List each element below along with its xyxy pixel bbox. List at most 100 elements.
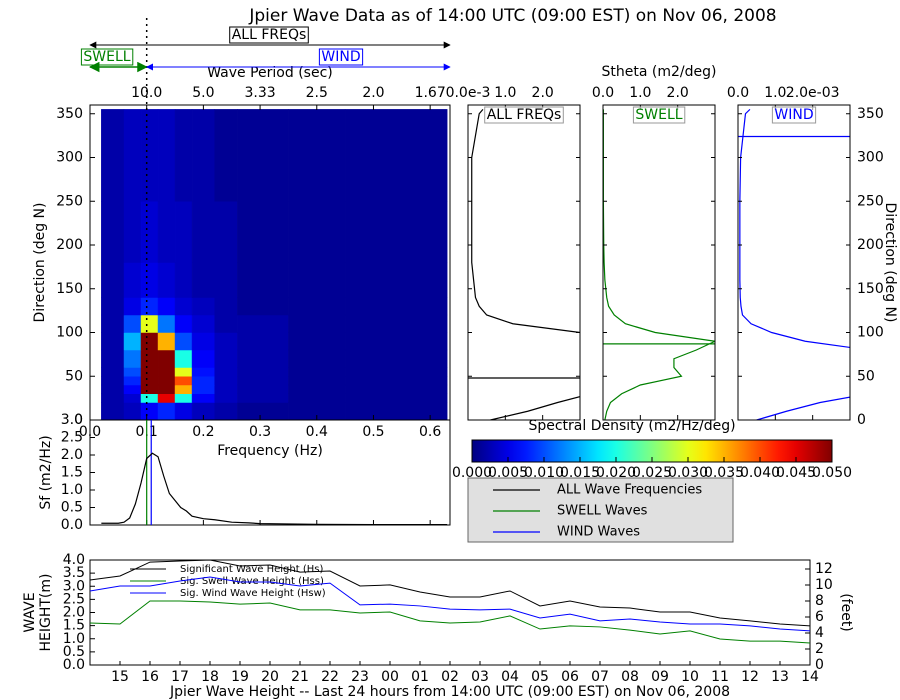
y-axis-label: HEIGHT(m): [38, 574, 54, 652]
heatmap-cell: [123, 109, 142, 202]
heatmap-cell: [174, 314, 193, 333]
colorbar-tick-label: 0.025: [632, 465, 672, 481]
heatmap-cell: [344, 393, 448, 403]
heatmap-cell: [123, 393, 142, 403]
y-tick-label: 0.0: [61, 517, 83, 533]
heatmap-cell: [140, 262, 159, 298]
y-tick-label: 150: [56, 281, 83, 297]
x2-tick-label: 5.0: [192, 85, 214, 101]
x2-tick-label: 10.0: [131, 85, 162, 101]
x-tick-label: 08: [621, 669, 639, 685]
heatmap-cell: [174, 393, 193, 403]
direction-profile: [603, 109, 715, 420]
y-tick-label: 2.0: [63, 605, 85, 621]
heatmap-cell: [174, 109, 193, 202]
x-tick-label: 00: [381, 669, 399, 685]
x-tick-label: 0.2: [192, 424, 214, 440]
heatmap-cell: [140, 314, 159, 333]
y-tick-label: 3.0: [63, 578, 85, 594]
heatmap-cell: [191, 332, 215, 351]
x2-tick-label: 2.5: [306, 85, 328, 101]
x-axis-label: Stheta (m2/deg): [602, 64, 717, 80]
x2-tick-label: 3.33: [244, 85, 275, 101]
heatmap-cell: [140, 201, 159, 263]
x-tick-label: 03: [471, 669, 489, 685]
y-tick-label: 200: [857, 237, 884, 253]
x-tick-label: 07: [591, 669, 609, 685]
y-tick-label: 4.0: [63, 552, 85, 568]
heatmap-cell: [191, 393, 215, 403]
x-tick-label: 0.3: [249, 424, 271, 440]
x-tick-label: 09: [651, 669, 669, 685]
heatmap-cell: [101, 384, 125, 394]
label-box: [771, 106, 817, 124]
heatmap-cell: [174, 262, 193, 298]
y2-tick-label: 12: [815, 561, 833, 577]
heatmap-cell: [214, 314, 238, 333]
heatmap-cell: [191, 109, 215, 202]
y-tick-label: 250: [857, 193, 884, 209]
heatmap-cell: [191, 297, 215, 316]
label-box: [229, 26, 309, 44]
heatmap-cell: [237, 402, 289, 421]
x-tick-label: 1.0: [764, 85, 786, 101]
heatmap-cell: [157, 109, 176, 202]
height-line: [89, 559, 811, 627]
y2-tick-label: 2: [815, 641, 824, 657]
heatmap-cell: [157, 349, 176, 368]
y-tick-label: 0: [857, 412, 866, 428]
heatmap-cell: [140, 297, 159, 316]
heatmap-cell: [101, 393, 125, 403]
heatmap-cell: [140, 376, 159, 386]
heatmap-cell: [288, 349, 346, 368]
x-tick-label: 02: [441, 669, 459, 685]
y-tick-label: 3.0: [61, 412, 83, 428]
heatmap-cell: [214, 262, 238, 298]
heatmap-cell: [123, 376, 142, 386]
colorbar-tick-label: 0.000: [452, 465, 492, 481]
y2-tick-label: 10: [815, 577, 833, 593]
heatmap-cell: [237, 384, 289, 394]
heatmap-cell: [344, 109, 448, 202]
plot-frame: [737, 104, 851, 421]
colorbar-tick-label: 0.050: [812, 465, 852, 481]
y-tick-label: 2.0: [61, 447, 83, 463]
heatmap-cell: [123, 332, 142, 351]
height-line: [89, 600, 811, 644]
x-tick-label: 1.0: [629, 85, 651, 101]
direction-profile: [739, 108, 850, 420]
heatmap-cell: [174, 332, 193, 351]
chart-title: Jpier Wave Data as of 14:00 UTC (09:00 E…: [248, 6, 776, 26]
y2-axis-label: (feet): [838, 593, 854, 632]
x-tick-label: 11: [711, 669, 729, 685]
x-tick-label: 13: [771, 669, 789, 685]
label-box: [484, 106, 564, 124]
heatmap-cell: [214, 349, 238, 368]
heatmap-cell: [237, 376, 289, 386]
y-tick-label: 0.5: [61, 500, 83, 516]
label-box: [632, 106, 686, 124]
heatmap-cell: [101, 297, 125, 316]
x-tick-label: 19: [231, 669, 249, 685]
y-tick-label: 150: [857, 281, 884, 297]
x-tick-label: 2.0: [667, 85, 689, 101]
heatmap-cell: [140, 384, 159, 394]
heatmap-cell: [237, 262, 289, 298]
heatmap-cell: [214, 376, 238, 386]
y-tick-label: 3.5: [63, 565, 85, 581]
y-tick-label: 200: [56, 237, 83, 253]
heatmap-cell: [344, 384, 448, 394]
x-tick-label: 1.0: [494, 85, 516, 101]
colorbar-tick-label: 0.040: [740, 465, 780, 481]
heatmap-cell: [101, 402, 125, 421]
heatmap-cell: [288, 332, 346, 351]
plot-background: [738, 105, 850, 420]
y-tick-label: 1.5: [61, 465, 83, 481]
x-tick-label: 12: [741, 669, 759, 685]
spectrum-line: [101, 452, 448, 526]
heatmap-cell: [344, 349, 448, 368]
y-tick-label: 100: [56, 325, 83, 341]
heatmap-cell: [101, 201, 125, 263]
